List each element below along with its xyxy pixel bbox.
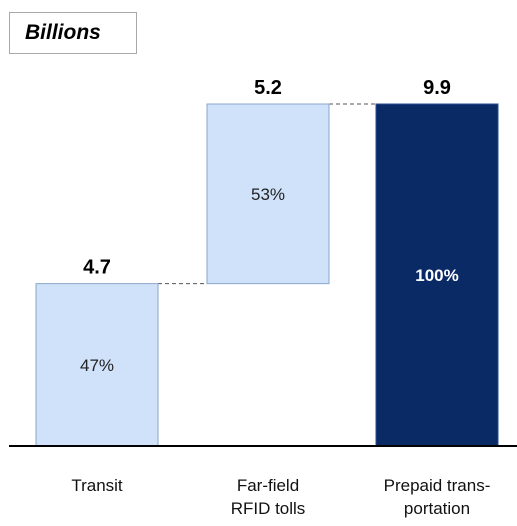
unit-label: Billions — [9, 12, 137, 54]
value-label-2: 5.2 — [254, 77, 282, 99]
category-label-2: Far-field RFID tolls — [230, 476, 306, 518]
bar-1 — [35, 283, 159, 447]
bar-3 — [375, 103, 499, 447]
category-label-3: Prepaid trans-portation — [383, 476, 491, 518]
category-label-1: Transit — [71, 476, 123, 495]
share-label-1: 47% — [80, 356, 114, 375]
share-label-2: 53% — [251, 185, 285, 204]
value-label-3: 9.9 — [423, 77, 451, 99]
value-label-1: 4.7 — [83, 257, 111, 279]
share-label-3: 100% — [415, 266, 458, 285]
bar-2 — [206, 103, 330, 285]
